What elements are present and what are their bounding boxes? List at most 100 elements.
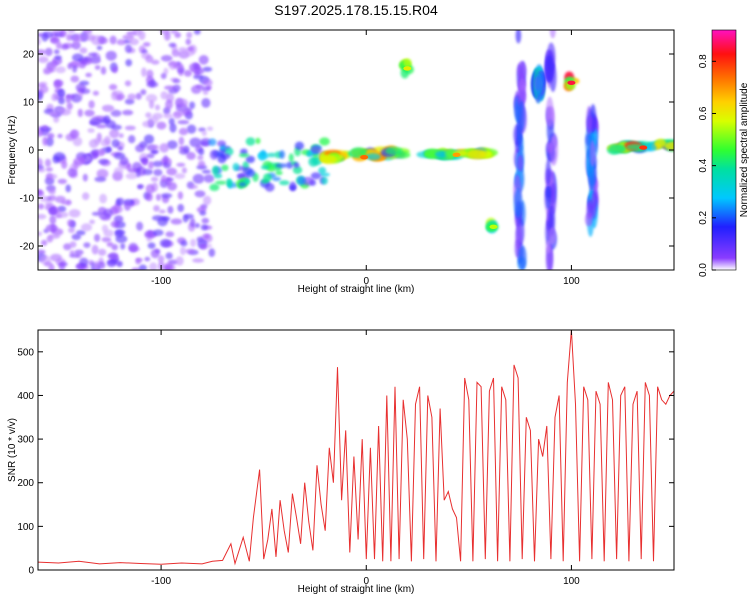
heatmap-cell — [67, 219, 74, 227]
heatmap-cell — [155, 193, 162, 201]
heatmap-y-tick-label: -20 — [20, 242, 35, 253]
heatmap-x-axis-label: Height of straight line (km) — [298, 284, 415, 295]
heatmap-feature — [208, 137, 330, 192]
heatmap-cell — [48, 195, 57, 201]
heatmap-cell — [589, 140, 596, 167]
heatmap-cell — [159, 30, 170, 35]
heatmap-cell — [97, 248, 107, 256]
heatmap-cell — [53, 116, 60, 123]
heatmap-cell — [154, 104, 161, 111]
heatmap-cell — [191, 85, 202, 94]
heatmap-cell — [91, 211, 102, 216]
heatmap-cell — [294, 141, 305, 150]
heatmap-cell — [217, 140, 226, 147]
heatmap-cell — [217, 154, 227, 164]
heatmap-cell — [77, 108, 84, 118]
heatmap-cell — [289, 184, 297, 191]
heatmap-cell — [588, 171, 595, 192]
heatmap-cell — [125, 172, 138, 180]
heatmap-cell — [145, 55, 154, 63]
heatmap-cell — [255, 137, 261, 144]
colorbar-tick-label: 0.0 — [698, 263, 709, 277]
heatmap-cell — [146, 69, 154, 79]
heatmap-cell — [306, 150, 312, 157]
heatmap-cell — [45, 136, 54, 147]
heatmap-cell — [145, 94, 158, 103]
heatmap-cell — [646, 142, 657, 152]
heatmap-cell — [151, 59, 160, 65]
heatmap-cell — [149, 100, 155, 109]
heatmap-cell — [136, 221, 144, 231]
heatmap-cell — [159, 238, 171, 248]
heatmap-cell — [272, 176, 281, 182]
heatmap-cell — [82, 192, 90, 201]
heatmap-cell — [193, 30, 201, 35]
heatmap-cell — [150, 176, 159, 182]
colorbar-tick-label: 0.4 — [698, 158, 709, 172]
heatmap-cell — [113, 215, 124, 223]
heatmap-cell — [140, 89, 147, 96]
heatmap-cell — [174, 173, 186, 180]
heatmap-cell — [518, 100, 525, 132]
heatmap-cell — [55, 66, 66, 74]
heatmap-feature — [563, 71, 580, 92]
heatmap-cell — [67, 30, 76, 34]
heatmap-cell — [106, 241, 114, 247]
heatmap-cell — [515, 225, 522, 249]
heatmap-cell — [517, 154, 524, 172]
snr-y-tick-label: 200 — [17, 478, 34, 489]
heatmap-cell — [50, 253, 62, 262]
heatmap-peak-core — [403, 66, 412, 71]
heatmap-cell — [111, 139, 120, 148]
snr-x-tick-label: 100 — [563, 576, 580, 587]
heatmap-cell — [175, 256, 184, 266]
heatmap-cell — [179, 148, 189, 155]
heatmap-cell — [72, 136, 83, 147]
heatmap-cell — [94, 233, 101, 242]
heatmap-cell — [198, 160, 206, 168]
heatmap-cell — [41, 125, 48, 130]
heatmap-cell — [385, 146, 403, 155]
heatmap-cell — [113, 167, 124, 176]
heatmap-cell — [80, 223, 93, 232]
heatmap-cell — [260, 165, 270, 170]
heatmap-cell — [157, 255, 165, 263]
heatmap-cell — [279, 180, 290, 186]
heatmap-cell — [197, 155, 204, 161]
heatmap-cell — [47, 132, 55, 139]
heatmap-cell — [169, 123, 177, 133]
heatmap-cell — [202, 78, 213, 87]
heatmap-cell — [148, 161, 154, 170]
heatmap-y-axis-label: Frequency (Hz) — [7, 116, 18, 185]
heatmap-cell — [44, 47, 53, 57]
heatmap-cell — [215, 180, 227, 185]
heatmap-cell — [93, 138, 101, 145]
heatmap-cell — [145, 112, 152, 118]
heatmap-cell — [83, 242, 91, 249]
heatmap-cell — [65, 94, 72, 104]
heatmap-cell — [147, 242, 156, 249]
heatmap-cell — [549, 30, 556, 39]
heatmap-cell — [124, 44, 132, 54]
heatmap-cell — [150, 150, 158, 155]
heatmap-cell — [38, 37, 41, 46]
heatmap-cell — [101, 224, 109, 233]
heatmap-cell — [203, 234, 210, 240]
heatmap-cell — [245, 155, 255, 164]
heatmap-cell — [232, 162, 240, 172]
heatmap-cell — [180, 240, 188, 247]
heatmap-cell — [545, 159, 551, 186]
heatmap-cell — [91, 35, 103, 46]
heatmap-peak-core — [360, 155, 369, 160]
heatmap-cell — [160, 55, 173, 62]
heatmap-cell — [200, 137, 212, 147]
colorbar-ticks: 0.0 0.2 0.4 0.6 0.8 — [698, 54, 716, 277]
heatmap-cell — [48, 207, 57, 216]
heatmap-cell — [152, 229, 164, 236]
heatmap-cell — [194, 190, 206, 198]
heatmap-cell — [72, 53, 84, 62]
heatmap-cell — [545, 185, 551, 210]
heatmap-cell — [279, 150, 285, 159]
heatmap-cell — [94, 65, 101, 70]
